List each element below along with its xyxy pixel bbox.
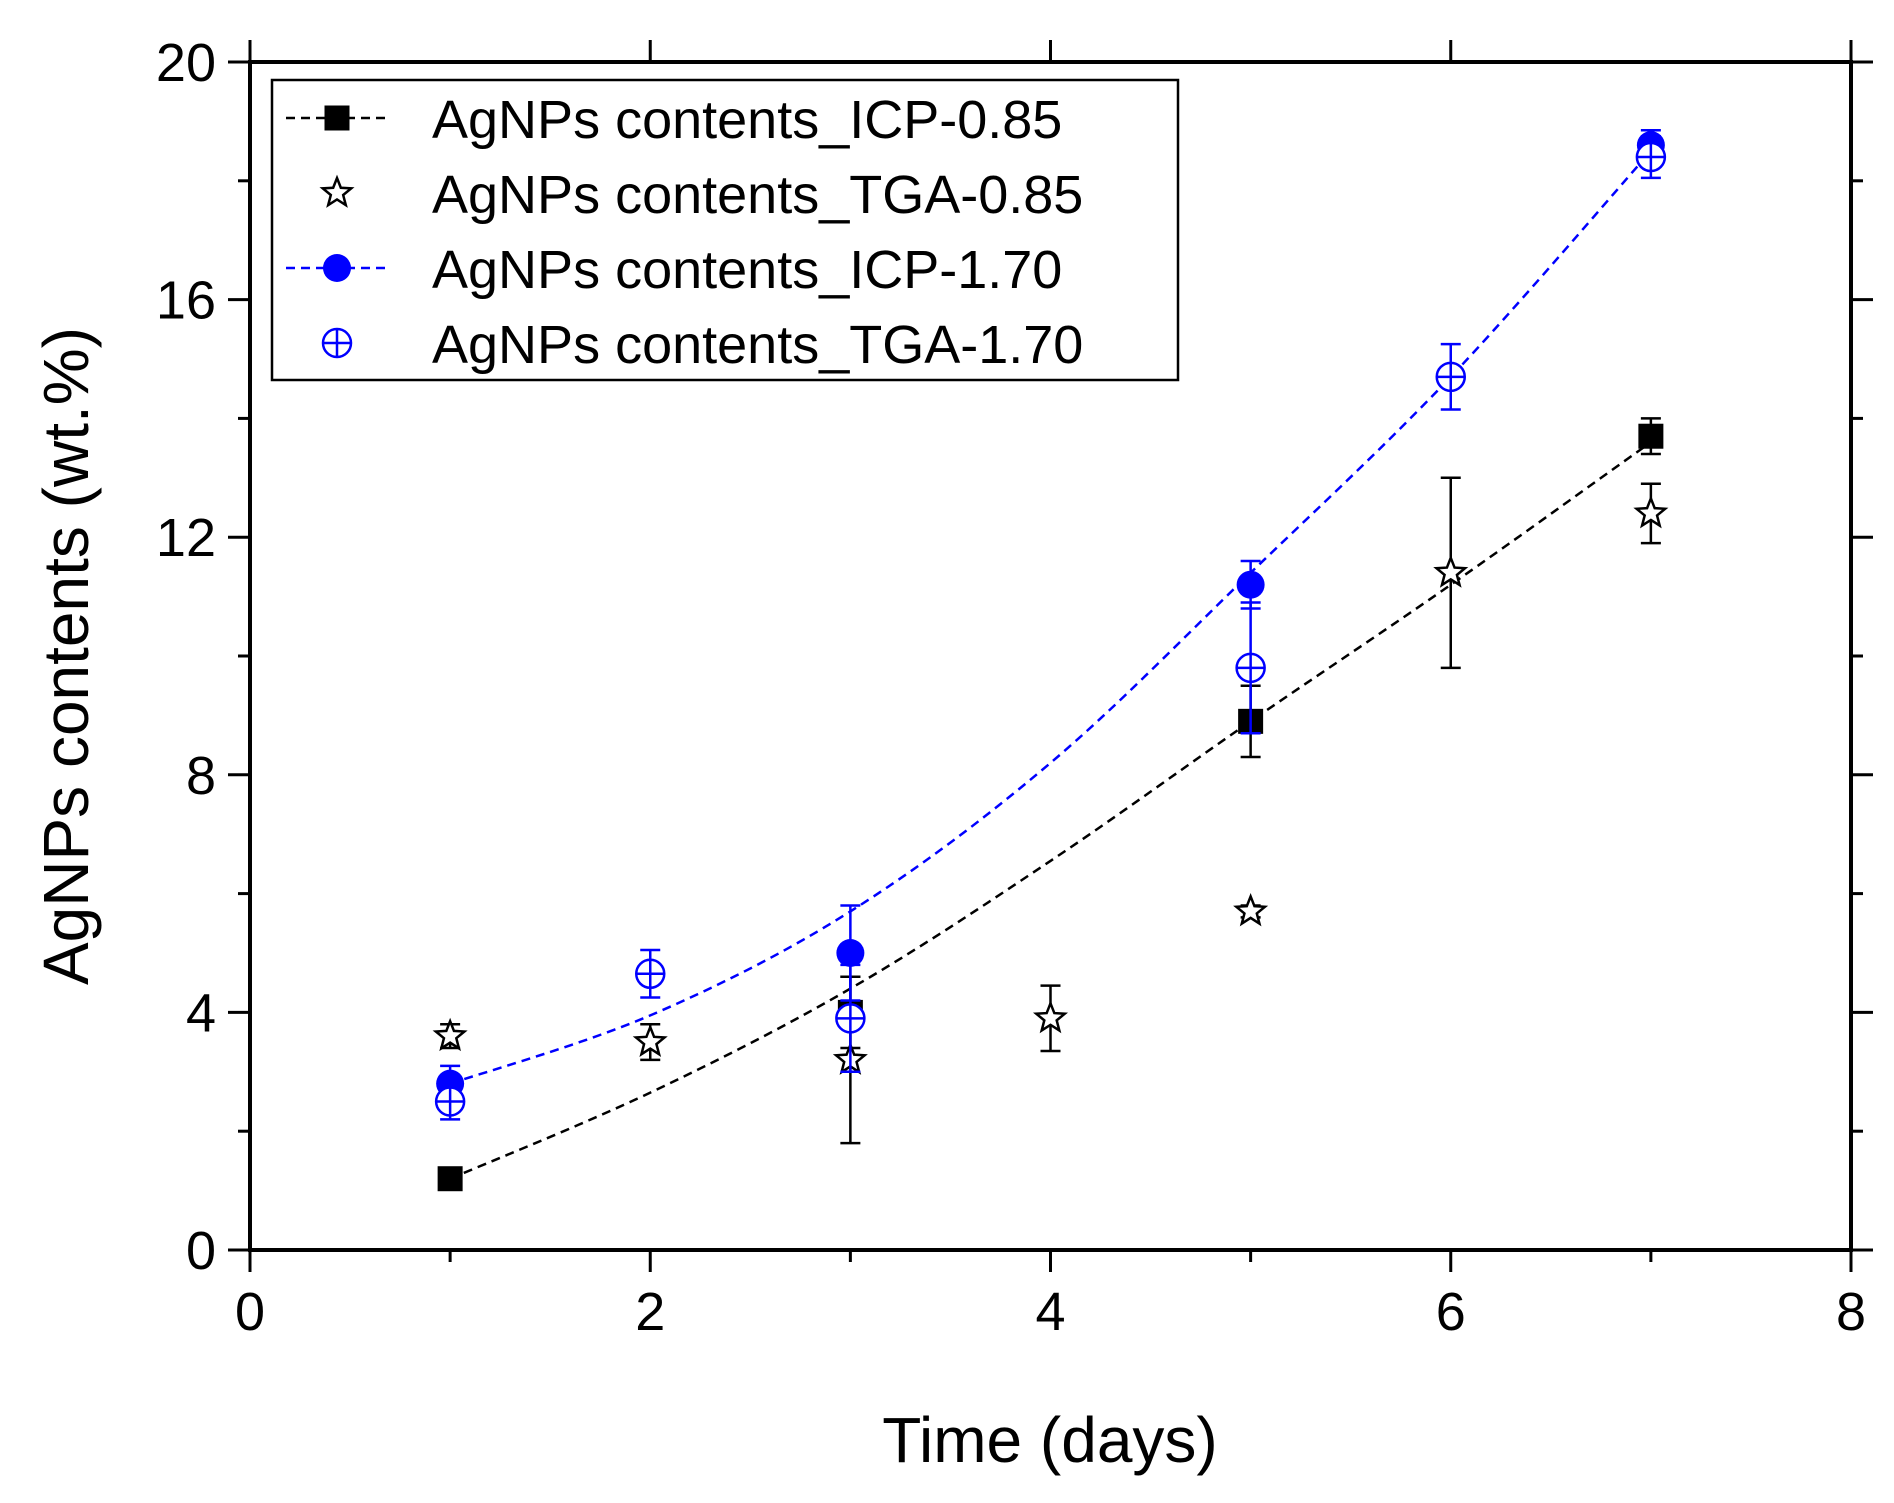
data-point xyxy=(1635,141,1667,173)
legend-entry: AgNPs contents_TGA-0.85 xyxy=(319,165,1083,225)
tick-labels: 0 2 4 6 8 0 4 8 12 16 20 xyxy=(156,33,1866,1342)
y-tick-label: 0 xyxy=(186,1221,216,1281)
data-point xyxy=(1435,361,1466,393)
legend-entry: AgNPs contents_ICP-0.85 xyxy=(286,90,1062,150)
data-point xyxy=(1032,999,1069,1034)
data-point xyxy=(1633,495,1669,529)
y-axis-title: AgNPs contents (wt.%) xyxy=(30,327,102,985)
y-tick-label: 8 xyxy=(186,746,216,806)
data-point xyxy=(835,1003,866,1034)
data-point xyxy=(635,958,666,990)
series-0-fit-line xyxy=(449,441,1652,1180)
data-point xyxy=(437,1166,463,1192)
x-tick-label: 0 xyxy=(235,1282,265,1342)
y-tick-label: 12 xyxy=(156,508,216,568)
x-tick-label: 6 xyxy=(1436,1282,1466,1342)
legend-marker xyxy=(319,174,355,208)
legend-marker xyxy=(323,254,351,282)
x-axis-title: Time (days) xyxy=(882,1404,1217,1476)
data-point xyxy=(1433,554,1469,588)
y-tick-label: 20 xyxy=(156,33,216,93)
x-tick-label: 8 xyxy=(1836,1282,1866,1342)
legend-label: AgNPs contents_ICP-0.85 xyxy=(432,90,1062,150)
legend-label: AgNPs contents_ICP-1.70 xyxy=(432,240,1062,300)
y-tick-label: 4 xyxy=(186,983,216,1043)
data-point xyxy=(632,1023,668,1058)
x-tick-label: 2 xyxy=(635,1282,665,1342)
legend-entry: AgNPs contents_ICP-1.70 xyxy=(286,240,1062,300)
data-point xyxy=(434,1086,466,1117)
legend-label: AgNPs contents_TGA-0.85 xyxy=(432,165,1083,225)
data-point xyxy=(1233,893,1269,927)
legend-box xyxy=(270,78,1180,382)
data-point xyxy=(1236,570,1265,599)
data-point xyxy=(1235,652,1266,684)
data-point xyxy=(432,1017,468,1052)
axes-ticks xyxy=(228,40,1873,1272)
x-tick-label: 4 xyxy=(1035,1282,1065,1342)
legend-label: AgNPs contents_TGA-1.70 xyxy=(432,315,1083,375)
legend: AgNPs contents_ICP-0.85 AgNPs contents_TG… xyxy=(270,78,1180,382)
plot-area xyxy=(432,129,1669,1192)
legend-marker xyxy=(321,327,353,359)
y-tick-label: 16 xyxy=(156,271,216,331)
data-point xyxy=(836,939,865,967)
data-point xyxy=(1638,423,1664,449)
series-3 xyxy=(434,135,1667,1121)
legend-marker xyxy=(324,105,350,131)
legend-entry: AgNPs contents_TGA-1.70 xyxy=(321,315,1083,375)
